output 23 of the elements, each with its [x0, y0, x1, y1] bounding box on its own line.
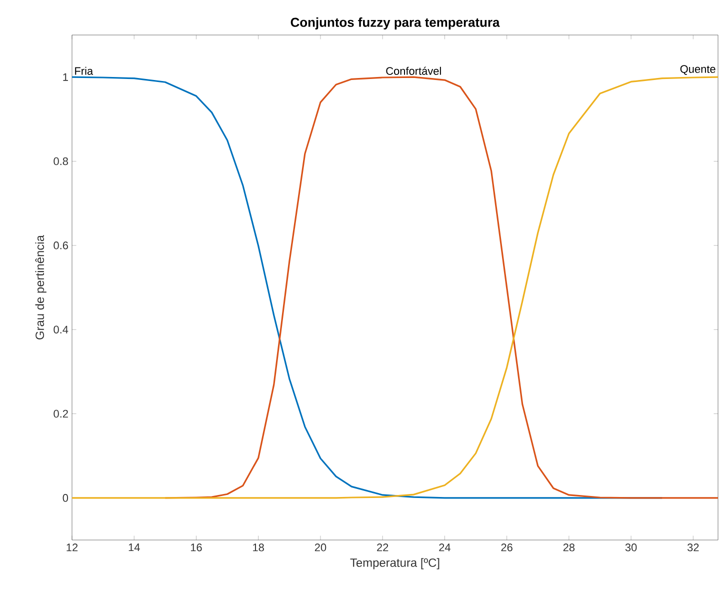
x-tick-label: 16 [190, 544, 202, 552]
y-axis-title: Grau de pertinência [35, 235, 46, 340]
series-label: Confortável [386, 66, 441, 75]
x-tick-label: 32 [687, 544, 699, 552]
y-tick-label: 0.2 [54, 410, 68, 418]
series-label: Fria [75, 66, 94, 75]
x-tick-label: 24 [439, 544, 450, 552]
chart-title: Conjuntos fuzzy para temperatura [290, 17, 500, 30]
x-tick-label: 18 [253, 544, 264, 552]
x-tick-label: 30 [625, 544, 637, 552]
x-axis-title: Temperatura [ºC] [350, 558, 440, 570]
x-tick-label: 22 [377, 544, 388, 552]
y-tick-label: 0.6 [54, 242, 68, 250]
y-tick-label: 0 [62, 494, 68, 502]
y-tick-label: 1 [63, 73, 68, 81]
y-tick-label: 0.4 [54, 326, 68, 334]
x-tick-label: 20 [314, 544, 326, 552]
x-tick-label: 12 [66, 544, 78, 552]
x-tick-label: 26 [501, 544, 512, 552]
y-tick-label: 0.8 [54, 157, 68, 166]
series-label: Quente [680, 65, 716, 75]
x-tick-label: 14 [128, 544, 140, 552]
x-tick-label: 28 [563, 544, 575, 552]
